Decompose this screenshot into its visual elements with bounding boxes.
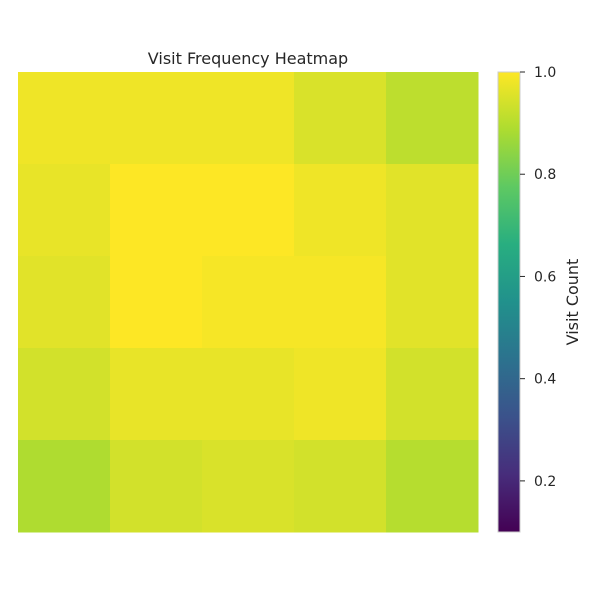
- colorbar-tick-label: 1.0: [534, 65, 556, 81]
- heatmap-cell-r0-c2: [202, 72, 295, 165]
- heatmap-cell-r2-c3: [294, 256, 387, 349]
- heatmap-cell-r3-c2: [202, 348, 295, 441]
- heatmap-cell-r0-c1: [110, 72, 203, 165]
- heatmap-cell-r3-c1: [110, 348, 203, 441]
- colorbar-label: Visit Count: [563, 259, 582, 346]
- heatmap-cell-r4-c2: [202, 440, 295, 533]
- chart-title: Visit Frequency Heatmap: [148, 49, 348, 68]
- heatmap-cell-r1-c1: [110, 164, 203, 257]
- colorbar-ticks: 0.2 0.4 0.6 0.8 1.0: [520, 65, 556, 490]
- colorbar-gradient: [497, 71, 521, 533]
- colorbar-tick-label: 0.8: [534, 167, 556, 183]
- heatmap-cell-r1-c2: [202, 164, 295, 257]
- heatmap-cell-r2-c1: [110, 256, 203, 349]
- heatmap-cell-r1-c4: [386, 164, 479, 257]
- heatmap-cell-r0-c3: [294, 72, 387, 165]
- colorbar-tick-label: 0.6: [534, 269, 556, 285]
- colorbar: 0.2 0.4 0.6 0.8 1.0 Visit Count: [497, 65, 582, 533]
- heatmap-cell-r3-c3: [294, 348, 387, 441]
- colorbar-tick-label: 0.4: [534, 372, 556, 388]
- heatmap-cell-r0-c4: [386, 72, 479, 165]
- heatmap-cell-r1-c3: [294, 164, 387, 257]
- heatmap-cell-r4-c1: [110, 440, 203, 533]
- heatmap-cell-r4-c0: [18, 440, 111, 533]
- heatmap-cell-r1-c0: [18, 164, 111, 257]
- heatmap-cell-r3-c0: [18, 348, 111, 441]
- heatmap-cell-r2-c4: [386, 256, 479, 349]
- heatmap-cell-r0-c0: [18, 72, 111, 165]
- heatmap-cell-r2-c0: [18, 256, 111, 349]
- heatmap-cell-r2-c2: [202, 256, 295, 349]
- heatmap-cell-r3-c4: [386, 348, 479, 441]
- heatmap-cells: [18, 72, 479, 533]
- heatmap-cell-r4-c4: [386, 440, 479, 533]
- colorbar-tick-label: 0.2: [534, 474, 556, 490]
- heatmap-cell-r4-c3: [294, 440, 387, 533]
